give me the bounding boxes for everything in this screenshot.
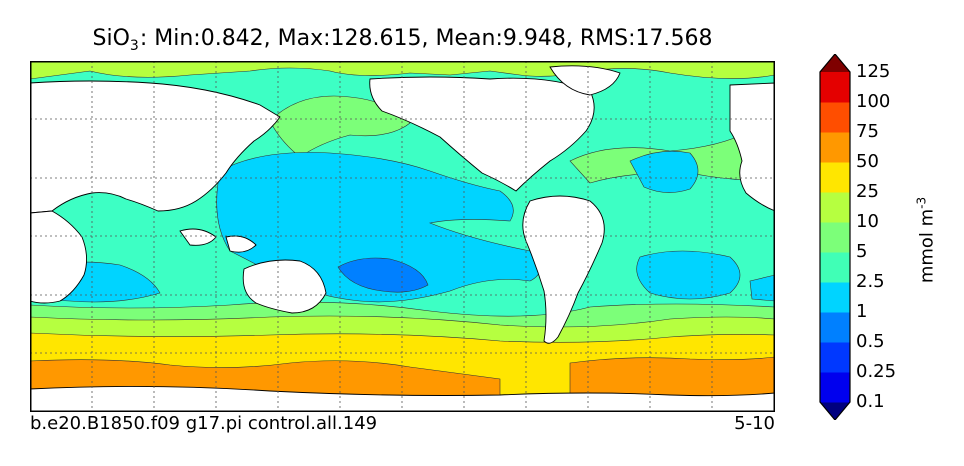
colorbar-segment (820, 222, 850, 253)
colorbar-extend-max (820, 54, 850, 72)
colorbar-segment (820, 252, 850, 283)
title-subscript: 3 (129, 38, 139, 54)
graticule (30, 61, 775, 412)
land (30, 65, 775, 412)
band-natl-1-2.5 (629, 150, 699, 193)
colorbar-segment (820, 192, 850, 223)
colorbar-tick-label: 125 (856, 61, 891, 82)
colorbar-tick-label: 10 (856, 211, 879, 232)
colorbar-tick-label: 25 (856, 181, 879, 202)
plot-title: SiO3: Min:0.842, Max:128.615, Mean:9.948… (30, 26, 775, 54)
units-base: mmol m (916, 208, 938, 284)
colorbar-tick-label: 0.25 (856, 361, 897, 382)
colorbar-tick-label: 5 (856, 241, 868, 262)
colorbar (819, 54, 851, 420)
time-period: 5-10 (734, 413, 775, 434)
colorbar-segment (820, 342, 850, 373)
colorbar-segment (820, 72, 850, 103)
title-stats: : Min:0.842, Max:128.615, Mean:9.948, RM… (139, 26, 713, 51)
colorbar-segment (820, 132, 850, 163)
colorbar-segment (820, 162, 850, 193)
band-satl-1-2.5 (636, 250, 741, 300)
colorbar-segment (820, 372, 850, 403)
silicate-map (30, 61, 775, 412)
units-exponent: -3 (914, 196, 929, 209)
colorbar-tick-label: 2.5 (856, 271, 885, 292)
colorbar-tick-label: 1 (856, 301, 868, 322)
title-prefix: SiO (92, 26, 130, 51)
colorbar-segment (820, 102, 850, 133)
colorbar-tick-label: 0.5 (856, 331, 885, 352)
colorbar-units: mmol m-3 (915, 197, 938, 283)
colorbar-tick-label: 0.1 (856, 391, 885, 412)
colorbar-segment (820, 282, 850, 313)
colorbar-tick-label: 50 (856, 151, 879, 172)
case-name: b.e20.B1850.f09 g17.pi control.all.149 (30, 413, 378, 434)
colorbar-tick-label: 100 (856, 91, 891, 112)
colorbar-extend-min (820, 402, 850, 420)
colorbar-tick-label: 75 (856, 121, 879, 142)
colorbar-segment (820, 312, 850, 343)
map-frame (30, 61, 775, 412)
band-pacific-0.5-1 (337, 257, 429, 293)
band-indian2-1-2.5 (749, 274, 775, 302)
colorbar-outline (819, 54, 851, 420)
band-arctic-10-25 (30, 61, 775, 80)
